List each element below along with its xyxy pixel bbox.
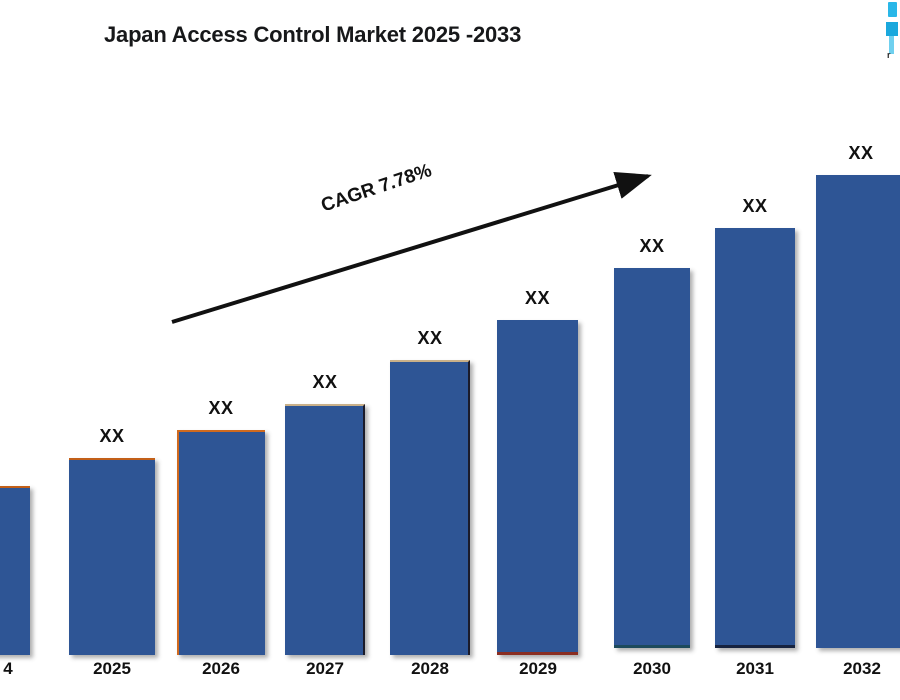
x-axis-label-2032: 2032 (843, 659, 881, 678)
x-axis-label-2026: 2026 (202, 659, 240, 678)
x-axis-label-2030: 2030 (633, 659, 671, 678)
x-axis-label-2029: 2029 (519, 659, 557, 678)
bar-value-label-2031: XX (742, 196, 768, 216)
x-axis-label-2025: 2025 (93, 659, 131, 678)
bar-2027 (285, 404, 365, 655)
page-title: Japan Access Control Market 2025 -2033 (104, 22, 522, 47)
logo-wordmark: r (887, 50, 891, 60)
logo-bar-top-icon (888, 2, 897, 17)
bar-value-label-2027: XX (312, 372, 338, 392)
x-axis-label-4: 4 (3, 659, 13, 678)
x-axis-label-2028: 2028 (411, 659, 449, 678)
bar-value-label-2025: XX (99, 426, 125, 446)
x-axis-label-2031: 2031 (736, 659, 774, 678)
bar-value-label-2032: XX (848, 143, 874, 163)
brand-logo: r (874, 0, 900, 62)
bar-2024 (0, 486, 30, 655)
bar-2028 (390, 360, 470, 655)
bar-value-label-2026: XX (208, 398, 234, 418)
logo-stem-icon (889, 36, 894, 54)
bar-value-label-2030: XX (639, 236, 665, 256)
bar-2029 (497, 320, 578, 655)
bar-value-label-2029: XX (524, 288, 550, 308)
bar-2026 (177, 430, 265, 655)
bar-2032 (816, 175, 900, 648)
x-axis-label-2027: 2027 (306, 659, 344, 678)
bar-2031 (715, 228, 795, 648)
bar-2025 (69, 458, 155, 655)
bar-2030 (614, 268, 690, 648)
bar-value-label-2028: XX (417, 328, 443, 348)
logo-bar-mid-icon (886, 22, 898, 36)
